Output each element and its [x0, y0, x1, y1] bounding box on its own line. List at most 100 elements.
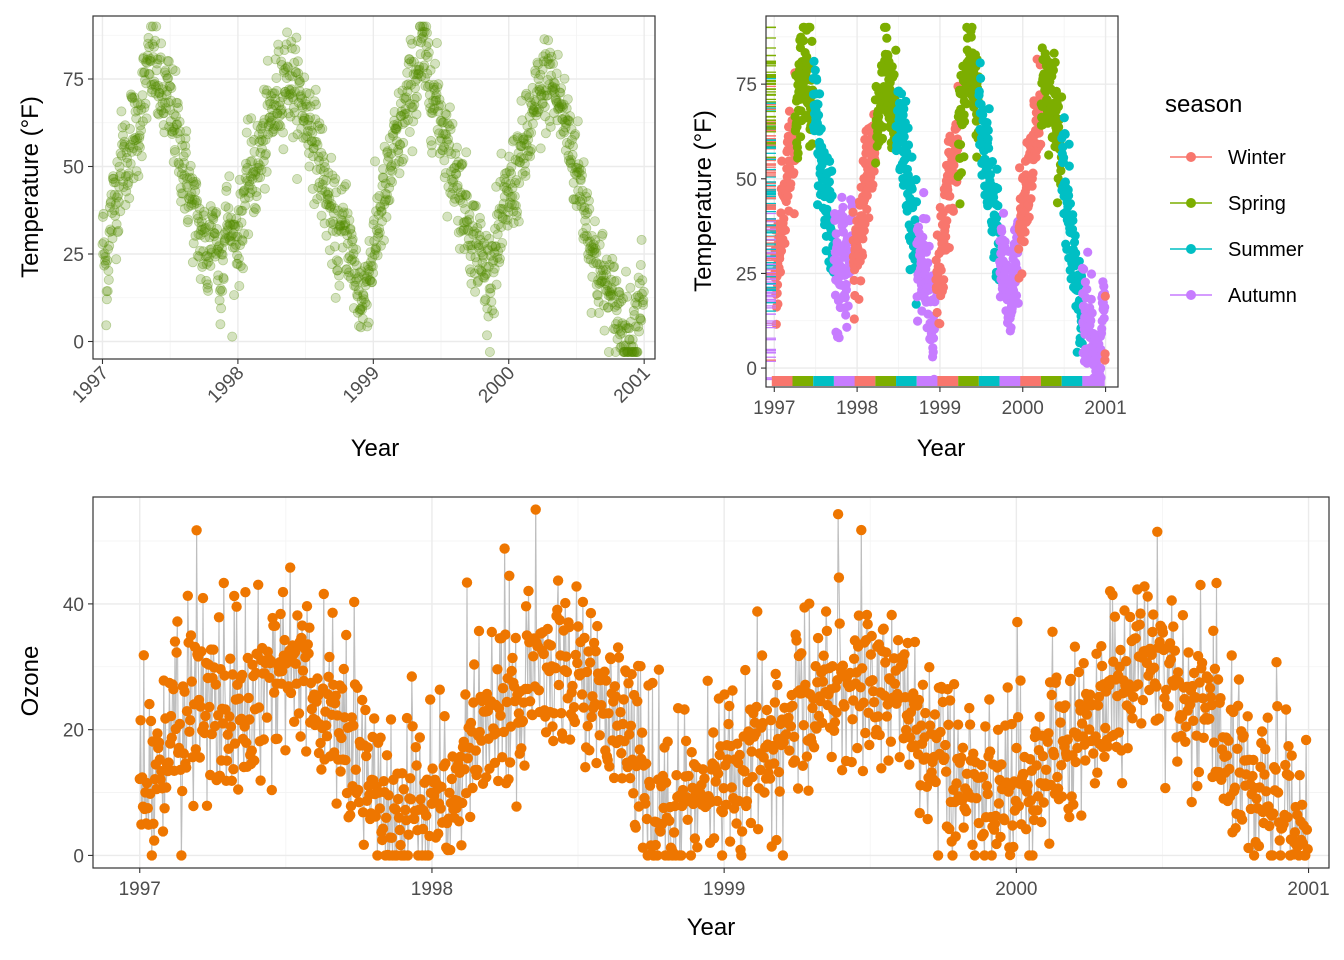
- temperature-point: [124, 142, 135, 153]
- ozone-point: [213, 612, 225, 623]
- temperature-point: [127, 93, 138, 104]
- temperature-point: [143, 32, 154, 43]
- temperature-point: [276, 60, 287, 71]
- temperature-point: [325, 201, 336, 212]
- season-point: [919, 188, 929, 198]
- temperature-point: [212, 244, 223, 255]
- temperature-point: [438, 117, 449, 128]
- temperature-point: [176, 196, 187, 207]
- temperature-point: [133, 105, 144, 116]
- ozone-point: [144, 698, 155, 710]
- temperature-point: [382, 155, 393, 166]
- season-point: [1048, 65, 1058, 75]
- temperature-point: [137, 90, 148, 101]
- temperature-point: [250, 204, 261, 215]
- temperature-point: [141, 78, 152, 89]
- temperature-point: [389, 123, 400, 134]
- ozone-point: [165, 710, 177, 722]
- temperature-point: [304, 88, 315, 99]
- temperature-point: [420, 49, 431, 60]
- temperature-point: [470, 286, 481, 297]
- temperature-point: [121, 186, 132, 197]
- temperature-point: [140, 98, 151, 109]
- season-point: [857, 251, 868, 261]
- temperature-point: [240, 172, 251, 183]
- temperature-point: [162, 55, 173, 66]
- temperature-point: [260, 150, 271, 161]
- temperature-point: [430, 91, 441, 102]
- temperature-point: [210, 251, 221, 262]
- temperature-point: [625, 282, 636, 293]
- temperature-point: [212, 275, 223, 286]
- temperature-point: [409, 93, 420, 104]
- ozone-segment: [276, 665, 279, 739]
- x-tick-label: 1999: [339, 363, 384, 408]
- temperature-point: [362, 260, 373, 271]
- temperature-point: [339, 225, 350, 236]
- temperature-point: [376, 216, 387, 227]
- temperature-point: [197, 224, 208, 235]
- ozone-point: [246, 745, 257, 756]
- temperature-point: [309, 199, 320, 210]
- temperature-point: [324, 245, 335, 256]
- ozone-segment: [352, 725, 354, 787]
- temperature-point: [173, 166, 184, 177]
- temperature-point: [514, 178, 525, 189]
- temperature-point: [384, 182, 395, 193]
- temperature-point: [374, 190, 385, 201]
- temperature-point: [263, 121, 274, 132]
- temperature-point: [418, 31, 429, 42]
- temperature-point: [289, 107, 300, 118]
- temperature-point: [178, 151, 189, 162]
- temperature-point: [292, 129, 303, 140]
- temperature-point: [187, 194, 198, 205]
- temperature-point: [209, 231, 220, 242]
- temperature-point: [156, 91, 167, 102]
- temperature-point: [243, 181, 254, 192]
- ozone-point: [269, 687, 280, 698]
- temperature-point: [168, 122, 179, 133]
- temperature-point: [189, 199, 200, 210]
- temperature-point: [315, 124, 326, 135]
- legend-key-dot: [1186, 198, 1196, 208]
- temperature-point: [245, 171, 256, 182]
- temperature-point: [408, 69, 419, 80]
- temperature-point: [367, 261, 378, 272]
- temperature-point: [129, 98, 140, 109]
- season-point: [1079, 264, 1089, 274]
- temperature-point: [368, 268, 379, 279]
- temperature-point: [244, 179, 255, 190]
- ozone-point: [237, 669, 248, 681]
- ozone-point: [280, 745, 291, 756]
- temperature-point: [152, 108, 163, 119]
- season-point: [775, 253, 785, 264]
- temperature-point: [176, 169, 187, 180]
- temperature-point: [323, 187, 334, 198]
- temperature-point: [158, 120, 169, 131]
- temperature-point: [116, 150, 127, 161]
- temperature-point: [280, 86, 291, 97]
- temperature-point: [196, 216, 207, 227]
- temperature-point: [195, 274, 206, 285]
- temperature-point: [220, 227, 231, 238]
- temperature-point: [191, 179, 202, 190]
- season-point: [868, 180, 878, 190]
- temperature-point: [526, 127, 537, 138]
- temperature-point: [280, 63, 291, 74]
- ozone-point: [142, 803, 153, 814]
- temperature-point: [247, 184, 258, 195]
- temperature-point: [399, 117, 410, 128]
- temperature-point: [636, 234, 647, 245]
- temperature-point: [215, 283, 226, 294]
- temperature-point: [291, 32, 302, 43]
- ozone-point: [182, 590, 193, 601]
- season-point: [928, 347, 938, 357]
- temperature-point: [326, 259, 337, 270]
- panel-a-y-axis-title: Temperature (°F): [17, 96, 44, 278]
- temperature-point: [131, 145, 142, 156]
- season-point: [786, 179, 796, 189]
- temperature-point: [391, 123, 402, 134]
- temperature-point: [310, 99, 321, 110]
- temperature-point: [113, 225, 124, 236]
- temperature-point: [121, 152, 132, 163]
